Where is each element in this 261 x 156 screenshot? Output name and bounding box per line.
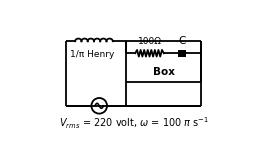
Text: Box: Box — [153, 66, 175, 77]
Text: C: C — [178, 37, 186, 46]
Text: $V_{rms}$ = 220 volt, $\omega$ = 100 $\pi$ s$^{-1}$: $V_{rms}$ = 220 volt, $\omega$ = 100 $\p… — [59, 115, 209, 131]
Text: 100Ω: 100Ω — [138, 37, 162, 46]
Text: 1/π Henry: 1/π Henry — [70, 49, 115, 58]
